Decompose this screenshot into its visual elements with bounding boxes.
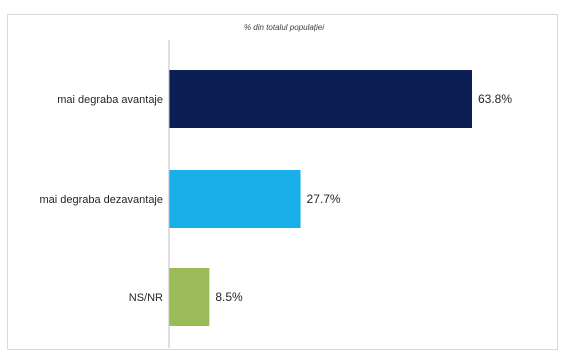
labels-group: mai degraba avantaje 63.8% mai degraba dez… bbox=[39, 92, 512, 304]
bar-0 bbox=[169, 70, 472, 128]
value-label-2: 8.5% bbox=[215, 290, 243, 304]
chart-title: % din totalul populației bbox=[243, 23, 325, 32]
category-label-0: mai degraba avantaje bbox=[57, 94, 163, 106]
value-label-1: 27.7% bbox=[307, 192, 341, 206]
category-label-1: mai degraba dezavantaje bbox=[39, 194, 163, 206]
category-label-2: NS/NR bbox=[129, 292, 163, 304]
bars-group bbox=[169, 70, 472, 326]
bar-1 bbox=[169, 170, 301, 228]
bar-2 bbox=[169, 268, 210, 326]
value-label-0: 63.8% bbox=[478, 92, 512, 106]
